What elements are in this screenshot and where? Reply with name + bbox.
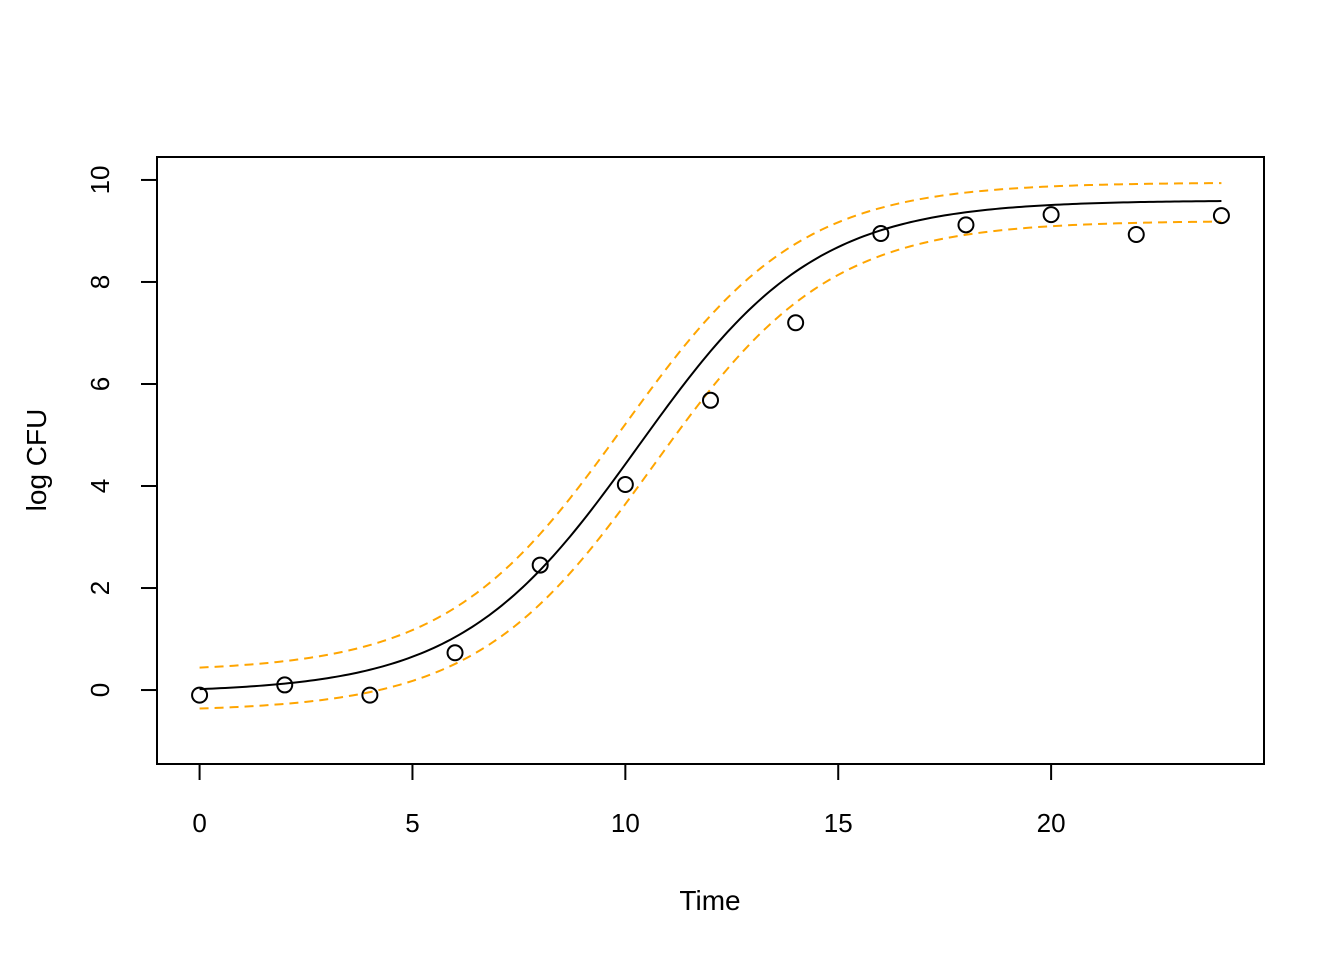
data-point	[361, 686, 379, 704]
y-tick-label: 2	[85, 581, 115, 595]
y-axis: 0 2 4 6 8 10	[85, 165, 158, 697]
x-tick-label: 15	[824, 808, 853, 838]
upper-confidence-band	[199, 182, 1222, 669]
x-axis: 0 5 10 15 20	[192, 763, 1066, 838]
data-point	[446, 644, 464, 662]
x-tick-label: 0	[192, 808, 206, 838]
x-tick-label: 10	[611, 808, 640, 838]
data-points	[191, 206, 1230, 704]
plot-frame	[156, 156, 1265, 765]
data-point	[531, 556, 549, 574]
data-point	[616, 475, 634, 493]
data-point	[1042, 206, 1060, 224]
fitted-curve	[199, 200, 1222, 691]
fitted-curve-group	[199, 200, 1222, 691]
y-tick-label: 4	[85, 479, 115, 493]
data-point	[957, 216, 975, 234]
data-point	[787, 314, 805, 332]
y-tick-label: 10	[85, 165, 115, 194]
x-axis-title: Time	[679, 885, 740, 916]
data-point	[1127, 226, 1145, 244]
data-point	[872, 225, 890, 243]
data-point	[1212, 207, 1230, 225]
x-tick-label: 5	[405, 808, 419, 838]
y-tick-label: 6	[85, 377, 115, 391]
y-axis-title: log CFU	[21, 409, 52, 512]
lower-confidence-band	[199, 220, 1222, 710]
y-tick-label: 8	[85, 275, 115, 289]
y-tick-label: 0	[85, 683, 115, 697]
confidence-bands	[199, 182, 1222, 710]
data-point	[191, 686, 209, 704]
data-point	[702, 391, 719, 409]
data-point	[276, 676, 294, 694]
x-tick-label: 20	[1037, 808, 1066, 838]
